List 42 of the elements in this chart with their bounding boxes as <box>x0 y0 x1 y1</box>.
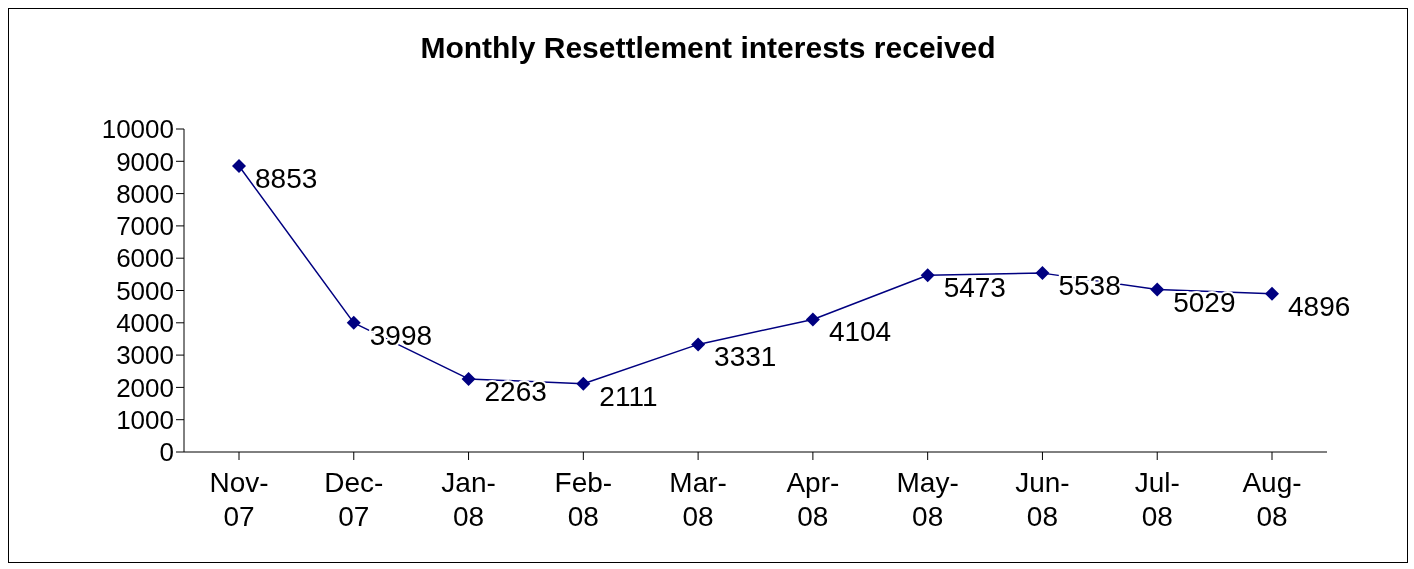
data-label: 5538 <box>1058 270 1121 302</box>
point <box>1035 266 1050 281</box>
x-tick-label: Nov-07 <box>209 467 269 532</box>
data-label: 2111 <box>599 380 658 412</box>
point <box>346 315 361 330</box>
data-label: 2263 <box>484 375 547 407</box>
y-tick-label: 7000 <box>116 211 174 242</box>
point <box>576 376 591 391</box>
data-label: 8853 <box>255 163 318 195</box>
data-label: 3998 <box>369 319 433 351</box>
data-label: 4896 <box>1288 290 1351 322</box>
x-tick-label: Jun-08 <box>1015 467 1070 532</box>
data-label: 5029 <box>1173 286 1236 318</box>
x-tick-label: Jan-08 <box>441 467 496 532</box>
data-label: 4104 <box>828 316 892 348</box>
x-tick-label: Apr-08 <box>786 467 840 532</box>
point <box>461 371 476 386</box>
y-tick-label: 2000 <box>116 372 174 403</box>
y-tick-label: 9000 <box>116 146 174 177</box>
x-tick-label: Jul-08 <box>1134 467 1180 532</box>
data-label: 5473 <box>943 272 1006 304</box>
y-tick-label: 8000 <box>116 178 174 209</box>
point <box>691 337 706 352</box>
y-tick-label: 6000 <box>116 243 174 274</box>
x-tick-label: Dec-07 <box>324 467 384 532</box>
x-tick-label: Feb-08 <box>554 467 613 532</box>
x-tick-label: Aug-08 <box>1242 467 1302 532</box>
data-label: 3331 <box>714 341 777 373</box>
point <box>805 312 820 327</box>
x-tick-label: Mar-08 <box>669 467 727 532</box>
y-tick-label: 4000 <box>116 308 174 339</box>
point <box>1265 286 1279 301</box>
x-tick-label: May-08 <box>896 467 959 532</box>
chart-title: Monthly Resettlement interests received <box>419 31 997 65</box>
y-tick-label: 1000 <box>116 404 174 435</box>
y-tick-label: 5000 <box>116 275 174 306</box>
y-tick-label: 10000 <box>101 114 174 145</box>
y-tick-label: 0 <box>159 437 174 468</box>
y-tick-label: 3000 <box>116 340 174 371</box>
point <box>1150 282 1165 297</box>
point <box>920 268 935 283</box>
point <box>232 159 246 174</box>
